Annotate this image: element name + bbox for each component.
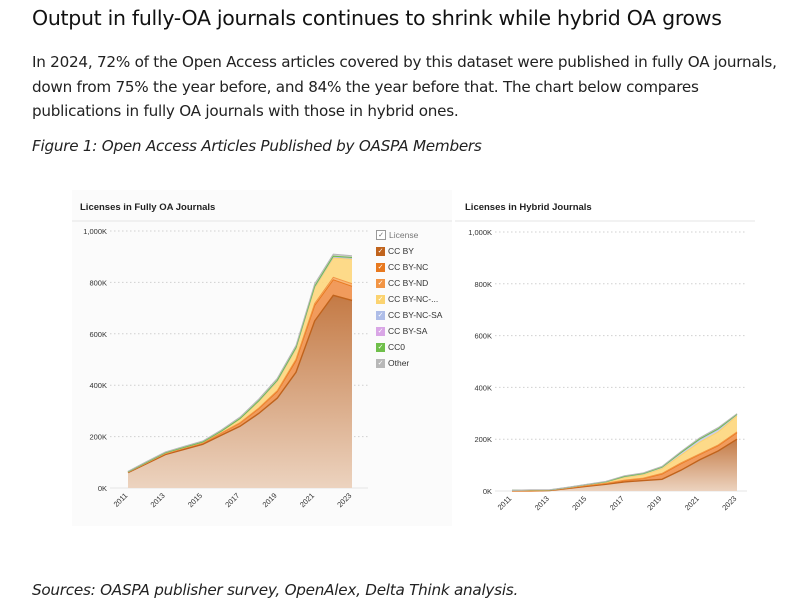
legend-item-label: CC BY-NC-SA <box>388 310 443 320</box>
x-tick-label: 2015 <box>570 494 588 512</box>
x-tick-label: 2021 <box>683 494 701 512</box>
y-tick-label: 800K <box>474 280 492 289</box>
legend-swatch-checkbox-icon[interactable]: ✓ <box>376 326 385 336</box>
x-tick-label: 2017 <box>223 491 241 509</box>
line-cc0 <box>127 255 353 473</box>
legend-swatch-checkbox-icon[interactable]: ✓ <box>376 310 385 320</box>
x-tick-label: 2011 <box>496 494 514 512</box>
chart-title: Licenses in Hybrid Journals <box>465 202 592 213</box>
y-tick-label: 0K <box>483 487 492 496</box>
x-tick-label: 2013 <box>533 494 551 512</box>
x-tick-label: 2015 <box>186 491 204 509</box>
legend-item[interactable]: ✓ CC BY-NC-... <box>376 291 442 307</box>
line-cc-by-nd <box>127 276 353 473</box>
legend-item-label: CC BY <box>388 246 414 256</box>
y-tick-label: 1,000K <box>468 228 492 237</box>
y-tick-label: 0K <box>98 484 107 493</box>
line-other <box>127 253 353 472</box>
line-other <box>511 413 738 491</box>
legend-item-label: CC BY-SA <box>388 326 428 336</box>
x-tick-label: 2013 <box>149 491 167 509</box>
legend-item[interactable]: ✓ CC BY <box>376 243 442 259</box>
legend-swatch-checkbox-icon[interactable]: ✓ <box>376 342 385 352</box>
fully-oa-chart-panel: Licenses in Fully OA Journals 0K 200K 400K 6… <box>72 190 452 526</box>
checkbox-icon[interactable]: ✓ <box>376 230 386 240</box>
chart-title: Licenses in Fully OA Journals <box>80 202 215 213</box>
area-cc-by <box>512 439 737 491</box>
x-tick-label: 2023 <box>720 494 738 512</box>
fully-oa-chart: Licenses in Fully OA Journals 0K 200K 400K 6… <box>72 202 452 509</box>
area-cc-by-nc <box>512 432 737 491</box>
y-tick-label: 600K <box>89 330 107 339</box>
x-tick-label: 2011 <box>112 491 130 509</box>
legend-swatch-checkbox-icon[interactable]: ✓ <box>376 358 385 368</box>
y-tick-label: 400K <box>474 383 492 392</box>
legend-swatch-checkbox-icon[interactable]: ✓ <box>376 262 385 272</box>
area-cc-by-nc- <box>128 258 352 473</box>
hybrid-chart: Licenses in Hybrid Journals 0K 200K 400K 600… <box>455 202 755 512</box>
article-heading: Output in fully-OA journals continues to… <box>32 6 722 30</box>
x-tick-label: 2019 <box>261 491 279 509</box>
article-paragraph: In 2024, 72% of the Open Access articles… <box>32 53 777 120</box>
x-tick-label: 2019 <box>645 494 663 512</box>
y-tick-label: 600K <box>474 332 492 341</box>
x-tick-label: 2017 <box>608 494 626 512</box>
line-cc-by <box>127 294 353 474</box>
legend-item[interactable]: ✓ CC BY-NC <box>376 259 442 275</box>
legend-item-label: CC BY-NC-... <box>388 294 439 304</box>
y-tick-label: 800K <box>89 278 107 287</box>
y-tick-label: 1,000K <box>83 227 107 236</box>
area-cc-by <box>128 295 352 488</box>
legend-item[interactable]: ✓ CC BY-SA <box>376 323 442 339</box>
legend-swatch-checkbox-icon[interactable]: ✓ <box>376 278 385 288</box>
legend-item[interactable]: ✓ Other <box>376 355 442 371</box>
area-cc-by-nc <box>128 279 352 473</box>
legend-swatch-checkbox-icon[interactable]: ✓ <box>376 294 385 304</box>
x-tick-label: 2021 <box>298 491 316 509</box>
legend-header-label: License <box>389 230 419 240</box>
legend-item[interactable]: ✓ CC BY-NC-SA <box>376 307 442 323</box>
hybrid-chart-panel: Licenses in Hybrid Journals 0K 200K 400K 600… <box>455 190 755 526</box>
legend-item[interactable]: ✓ CC BY-ND <box>376 275 442 291</box>
legend-item-label: CC BY-NC <box>388 262 429 272</box>
x-tick-label: 2023 <box>335 491 353 509</box>
legend-item-label: CC BY-ND <box>388 278 429 288</box>
figure-caption: Figure 1: Open Access Articles Published… <box>32 137 482 155</box>
chart-legend: ✓ License ✓ CC BY ✓ CC BY-NC ✓ CC BY-ND ✓ CC BY… <box>376 227 442 371</box>
legend-item-label: CC0 <box>388 342 406 352</box>
sources-note: Sources: OASPA publisher survey, OpenAle… <box>32 581 519 599</box>
y-tick-label: 200K <box>474 435 492 444</box>
area-cc-by-nc- <box>512 415 737 491</box>
y-tick-label: 200K <box>89 433 107 442</box>
legend-header[interactable]: ✓ License <box>376 227 442 243</box>
legend-item-label: Other <box>388 358 410 368</box>
legend-swatch-checkbox-icon[interactable]: ✓ <box>376 246 385 256</box>
y-tick-label: 400K <box>89 381 107 390</box>
legend-item[interactable]: ✓ CC0 <box>376 339 442 355</box>
